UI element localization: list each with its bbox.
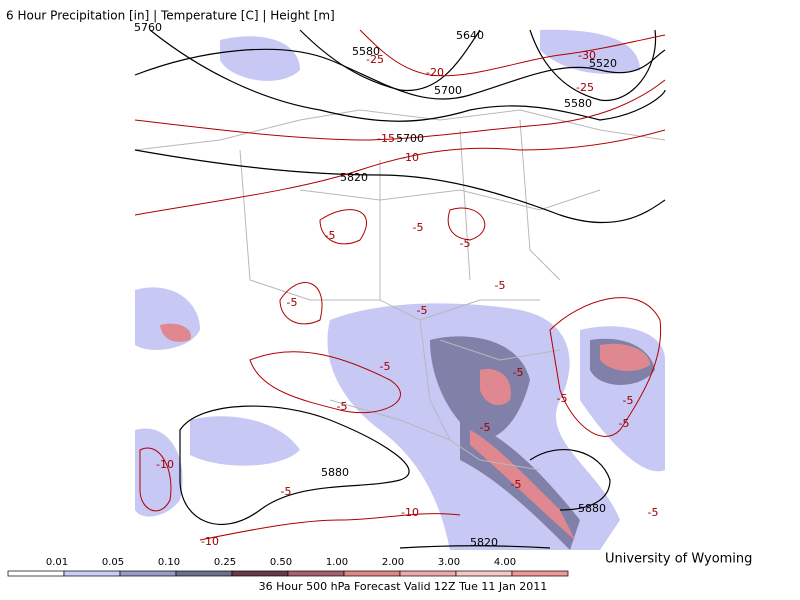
temperature-label: -5: [480, 421, 491, 434]
legend-label: 1.00: [326, 557, 348, 568]
legend-label: 0.05: [102, 557, 124, 568]
legend-swatch: [455, 570, 513, 577]
temperature-label: -30: [578, 49, 596, 62]
height-label: 5820: [340, 171, 368, 184]
legend-label: 0.01: [46, 557, 68, 568]
title: 6 Hour Precipitation [in] | Temperature …: [6, 9, 335, 23]
borders: [134, 109, 666, 471]
legend-label: 0.50: [270, 557, 292, 568]
legend-label: 4.00: [494, 557, 516, 568]
temperature-label: -15: [377, 132, 395, 145]
legend-swatch: [175, 570, 233, 577]
temperature-label: -10: [401, 151, 419, 164]
temperature-label: -5: [281, 485, 292, 498]
height-label: 5520: [589, 57, 617, 70]
legend-label: 0.25: [214, 557, 236, 568]
legend-label: 3.00: [438, 557, 460, 568]
temperature-label: -5: [648, 506, 659, 519]
legend-swatch: [119, 570, 177, 577]
temperature-label: -10: [201, 535, 219, 548]
height-label: 5880: [321, 466, 349, 479]
temperature-label: -5: [623, 394, 634, 407]
contour-labels: 5760 5580 5640 5520 5700 5580 5700 5820 5880 5880…: [134, 21, 658, 549]
temperature-label: -5: [511, 478, 522, 491]
temperature-label: -5: [557, 392, 568, 405]
credit: University of Wyoming: [605, 552, 752, 567]
legend: 0.01 0.05 0.10 0.25 0.50 1.00 2.00 3.00 4.00: [7, 557, 569, 577]
temperature-label: -5: [619, 417, 630, 430]
temperature-contours: [134, 29, 666, 541]
legend-swatch: [399, 570, 457, 577]
temperature-label: -25: [366, 53, 384, 66]
height-label: 5640: [456, 29, 484, 42]
legend-swatch: [7, 570, 65, 577]
map: 5760 5580 5640 5520 5700 5580 5700 5820 5880 5880…: [134, 21, 666, 550]
height-label: 5880: [578, 502, 606, 515]
temperature-label: -5: [417, 304, 428, 317]
temperature-label: -5: [337, 400, 348, 413]
legend-swatch: [287, 570, 345, 577]
temperature-label: -5: [287, 296, 298, 309]
temperature-label: -20: [426, 66, 444, 79]
temperature-label: -5: [495, 279, 506, 292]
precipitation-intense: [160, 323, 650, 540]
temperature-label: -5: [513, 366, 524, 379]
temperature-label: -5: [380, 360, 391, 373]
legend-label: 2.00: [382, 557, 404, 568]
height-label: 5700: [434, 84, 462, 97]
legend-swatch: [231, 570, 289, 577]
height-label: 5760: [134, 21, 162, 34]
legend-swatch: [511, 570, 569, 577]
legend-label: 0.10: [158, 557, 180, 568]
height-label: 5580: [564, 97, 592, 110]
temperature-label: -5: [325, 229, 336, 242]
legend-swatch: [343, 570, 401, 577]
height-label: 5820: [470, 536, 498, 549]
temperature-label: -5: [413, 221, 424, 234]
temperature-label: -10: [401, 506, 419, 519]
height-contours: [134, 29, 666, 549]
height-label: 5700: [396, 132, 424, 145]
caption: 36 Hour 500 hPa Forecast Valid 12Z Tue 1…: [259, 580, 548, 593]
legend-swatch: [63, 570, 121, 577]
temperature-label: -10: [156, 458, 174, 471]
height-label: 5580: [352, 45, 380, 58]
temperature-label: -5: [460, 237, 471, 250]
temperature-label: -25: [576, 81, 594, 94]
